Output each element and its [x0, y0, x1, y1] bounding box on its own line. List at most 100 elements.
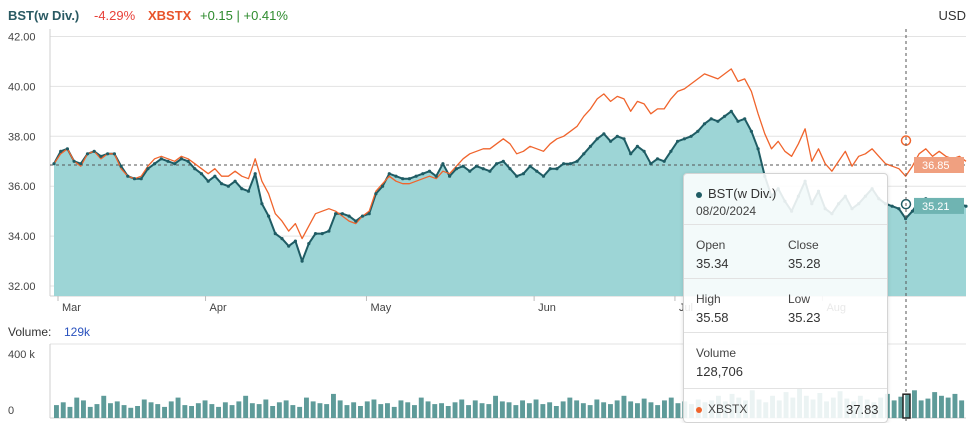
volume-bar — [594, 399, 600, 418]
volume-bar — [162, 406, 167, 418]
volume-bar — [567, 397, 573, 418]
volume-bar — [283, 400, 289, 418]
bst-point — [515, 174, 519, 178]
volume-bar — [925, 398, 931, 418]
bst-point — [649, 162, 653, 166]
bst-point — [642, 149, 646, 153]
bst-point — [153, 162, 157, 166]
volume-bar — [486, 404, 492, 418]
bst-point — [313, 232, 318, 236]
bst-point — [501, 159, 505, 163]
bst-point — [528, 164, 532, 168]
volume-bar — [385, 403, 390, 418]
bst-point — [166, 159, 170, 163]
ticker-label[interactable]: BST(w Div.) — [8, 8, 80, 23]
x-tick-label: Jun — [538, 302, 556, 314]
volume-bar — [290, 405, 296, 418]
xbstx-dot-icon — [696, 406, 702, 413]
bst-point — [689, 134, 693, 138]
bst-point — [220, 182, 224, 186]
tooltip-volume-label: Volume — [696, 346, 737, 360]
bst-point — [568, 162, 573, 166]
volume-bar — [276, 402, 282, 418]
tooltip-high-label: High — [696, 292, 721, 306]
tooltip-volume-value: 128,706 — [696, 364, 743, 379]
bst-point — [421, 172, 425, 176]
volume-bar — [466, 405, 471, 418]
bst-point — [401, 177, 405, 181]
bst-point — [441, 162, 445, 166]
bst-point — [79, 162, 83, 166]
volume-bar — [621, 395, 627, 418]
volume-bar — [216, 406, 221, 418]
bst-point — [696, 129, 700, 133]
volume-bar — [432, 404, 438, 418]
y-tick-label: 36.00 — [8, 181, 36, 193]
bst-dot-icon — [696, 191, 702, 198]
volume-bar — [310, 401, 316, 418]
volume-bar — [574, 400, 580, 418]
volume-bar — [439, 403, 444, 418]
bst-point — [52, 162, 56, 166]
compare-change: +0.15 | +0.41% — [200, 8, 288, 23]
volume-bar — [614, 400, 620, 418]
bst-point — [662, 159, 666, 163]
volume-bar — [141, 399, 147, 418]
y-axis-ticks: 42.00 40.00 38.00 36.00 34.00 32.00 — [8, 31, 36, 293]
bst-point — [394, 174, 398, 178]
volume-bar — [560, 401, 566, 418]
bst-point — [273, 232, 277, 236]
volume-bar — [912, 390, 917, 419]
volume-bar — [918, 400, 924, 418]
volume-bar — [412, 405, 417, 418]
bst-point — [575, 159, 579, 163]
bst-point — [139, 177, 143, 181]
bst-point — [414, 174, 418, 178]
volume-bar — [344, 405, 350, 418]
volume-bar — [108, 403, 113, 418]
tooltip-name: BST(w Div.) — [708, 186, 777, 201]
volume-bar — [445, 406, 451, 418]
tooltip-compare-name: XBSTX — [708, 402, 748, 416]
volume-bar — [54, 405, 59, 418]
bst-point — [354, 219, 358, 223]
volume-bar — [675, 403, 681, 418]
bst-point — [206, 179, 210, 183]
volume-title: Volume: — [8, 325, 51, 339]
y-tick-label: 42.00 — [8, 31, 36, 43]
xbstx-price-tag-bg — [914, 156, 964, 173]
volume-bar — [459, 399, 465, 418]
y-tick-label: 34.00 — [8, 231, 36, 243]
tooltip-divider — [684, 332, 887, 333]
volume-bar — [452, 402, 458, 418]
bst-point — [676, 139, 680, 143]
volume-bar — [270, 406, 276, 418]
tooltip-title: BST(w Div.) — [696, 186, 776, 201]
volume-bar — [128, 407, 134, 418]
volume-bar — [540, 404, 546, 418]
volume-bar — [114, 401, 120, 418]
volume-bar — [547, 402, 553, 418]
tooltip-compare-row: XBSTX — [696, 402, 747, 416]
x-tick-label: Apr — [210, 302, 227, 314]
volume-bar — [182, 405, 188, 418]
bst-point — [334, 212, 338, 216]
bst-point — [615, 134, 619, 138]
bst-point — [682, 137, 687, 141]
bst-point — [233, 179, 237, 183]
volume-bar — [425, 401, 431, 418]
bst-point — [387, 172, 391, 176]
volume-bar — [87, 406, 93, 418]
compare-label[interactable]: XBSTX — [148, 8, 192, 23]
tooltip-open-label: Open — [696, 238, 726, 252]
volume-bar — [94, 404, 100, 418]
volume-bar — [959, 400, 965, 418]
bst-point — [280, 237, 284, 241]
bst-point — [287, 244, 291, 248]
x-tick-label: May — [370, 302, 391, 314]
bst-point — [743, 117, 747, 121]
bst-point — [106, 152, 110, 156]
bst-point — [609, 139, 613, 143]
xbstx-series-line — [53, 68, 967, 240]
bst-point — [126, 174, 130, 178]
